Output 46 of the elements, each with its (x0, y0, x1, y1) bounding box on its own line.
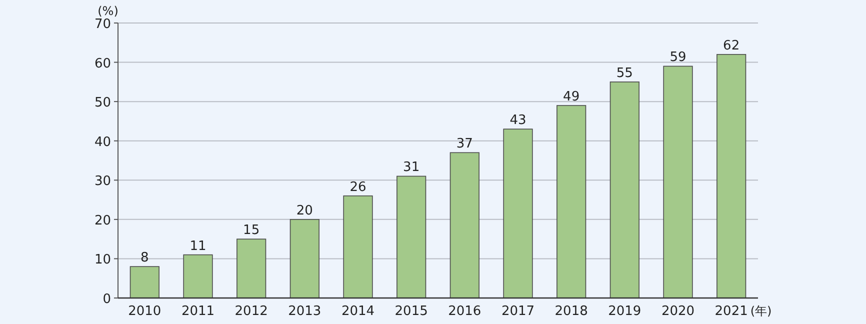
bar (503, 128, 533, 298)
data-label: 26 (350, 180, 366, 195)
x-tick-label: 2010 (128, 304, 162, 319)
x-tick-label: 2020 (661, 304, 695, 319)
x-tick-label: 2019 (608, 304, 642, 319)
data-label: 37 (456, 136, 473, 152)
bar (343, 195, 373, 298)
bar (663, 66, 693, 298)
bar (236, 238, 266, 298)
bar (396, 176, 426, 298)
bar (183, 254, 213, 298)
y-tick-label: 10 (94, 252, 111, 268)
x-tick-label: 2013 (288, 304, 322, 319)
y-tick-label: 20 (94, 213, 111, 228)
data-label: 62 (723, 38, 740, 54)
y-tick-label: 0 (102, 292, 111, 307)
data-label: 31 (403, 160, 420, 176)
bar (130, 266, 160, 298)
x-tick-label: 2015 (394, 304, 428, 319)
y-tick-label: 40 (94, 134, 111, 150)
data-label: 20 (296, 203, 313, 218)
bar (610, 82, 640, 298)
bar (290, 219, 320, 298)
y-tick-label: 60 (94, 56, 111, 72)
data-label: 15 (243, 223, 260, 238)
x-tick-label: 2016 (448, 304, 482, 319)
x-tick-label: 2011 (181, 304, 215, 319)
data-label: 59 (670, 50, 686, 66)
data-label: 11 (190, 238, 206, 254)
x-axis-title: (年) (750, 304, 772, 318)
y-tick-label: 50 (94, 96, 111, 111)
data-label: 8 (140, 250, 149, 266)
x-tick-label: 2017 (501, 304, 535, 319)
y-tick-label: 70 (94, 17, 111, 32)
bar (450, 152, 480, 298)
y-axis-title: (%) (98, 4, 118, 18)
x-tick-label: 2018 (554, 304, 588, 319)
x-tick-label: 2012 (234, 304, 268, 319)
x-tick-label: 2021 (714, 304, 748, 319)
data-label: 55 (616, 66, 633, 81)
bar (556, 105, 586, 298)
data-label: 49 (563, 90, 580, 104)
x-tick-label: 2014 (341, 304, 375, 319)
y-tick-label: 30 (94, 174, 111, 190)
bar (716, 54, 746, 298)
data-label: 43 (510, 113, 526, 128)
